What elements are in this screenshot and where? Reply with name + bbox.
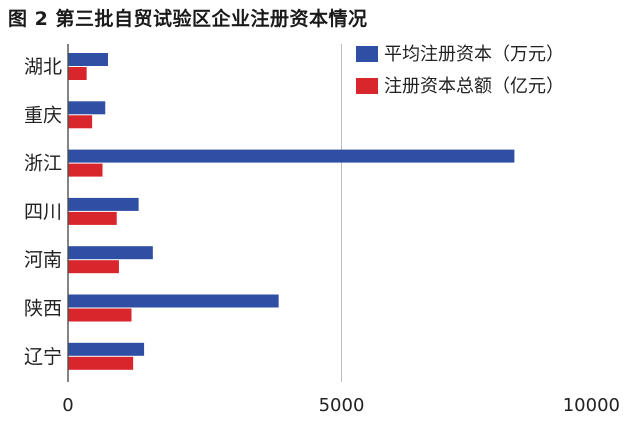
bar-avg-6 [68,342,145,356]
bar-avg-1 [68,101,106,115]
legend-swatch-0 [356,46,378,62]
x-tick-label-1: 5000 [319,395,365,416]
category-label-1: 重庆 [24,104,62,126]
legend-label-1: 注册资本总额（亿元） [384,76,564,97]
bar-total-0 [68,67,87,80]
category-label-6: 辽宁 [24,346,62,368]
category-label-2: 浙江 [24,153,62,175]
x-tick-labels: 0 5000 10000 [62,395,620,416]
bar-avg-3 [68,197,139,211]
category-label-4: 河南 [24,249,62,271]
category-label-3: 四川 [24,201,62,223]
bars-layer [68,53,515,370]
bar-avg-5 [68,294,279,308]
category-label-0: 湖北 [24,56,62,78]
legend-label-0: 平均注册资本（万元） [384,44,564,65]
bar-avg-0 [68,53,108,66]
category-label-5: 陕西 [24,298,62,320]
bar-total-5 [68,308,132,322]
legend-swatch-1 [356,78,378,94]
bar-total-3 [68,211,117,225]
bar-avg-4 [68,246,153,260]
x-tick-label-0: 0 [62,395,73,416]
bar-total-2 [68,163,103,177]
x-tick-label-2: 10000 [563,395,620,416]
chart-title: 图 2 第三批自贸试验区企业注册资本情况 [8,8,368,30]
bar-avg-2 [68,149,515,163]
legend: 平均注册资本（万元） 注册资本总额（亿元） [356,44,564,97]
bar-total-6 [68,356,134,370]
bar-total-1 [68,115,93,129]
bar-total-4 [68,260,119,274]
